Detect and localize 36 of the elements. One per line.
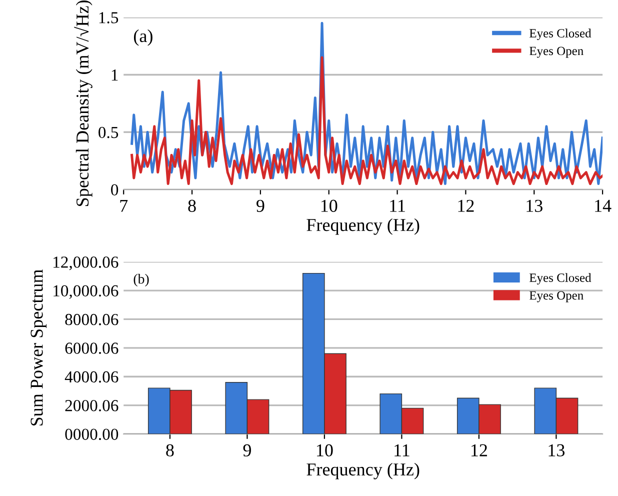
- x-tick-label: 10: [317, 444, 333, 456]
- x-tick-label: 14: [595, 200, 612, 212]
- y-axis-title: Spectral Deansity (mV/√Hz): [74, 0, 92, 206]
- y-tick-label: 4000.06: [64, 371, 118, 383]
- x-tick-label: 13: [548, 444, 565, 456]
- x-tick-label: 9: [243, 444, 251, 456]
- legend-label: Eyes Closed: [530, 28, 592, 40]
- x-tick-label: 12: [472, 444, 487, 456]
- y-tick-label: 0: [111, 184, 118, 196]
- y-tick-label: 8000.06: [65, 314, 118, 326]
- x-tick-label: 11: [394, 444, 410, 456]
- x-axis-title: Frequency (Hz): [306, 462, 420, 480]
- legend-label: Eyes Closed: [530, 273, 592, 285]
- x-tick-label: 8: [188, 200, 196, 212]
- y-tick-label: 0.5: [98, 126, 118, 138]
- y-axis-title: Sum Power Spectrum: [30, 269, 47, 426]
- x-tick-label: 7: [120, 200, 128, 212]
- y-tick-label: 2000.06: [65, 400, 118, 412]
- y-tick-label: 1.5: [99, 12, 118, 24]
- y-tick-label: 0000.00: [65, 428, 118, 440]
- legend-label: Eyes Open: [530, 46, 584, 58]
- annotation: (b): [134, 274, 149, 286]
- x-tick-label: 8: [166, 444, 174, 456]
- line-series: [130, 56, 603, 186]
- annotation: (a): [134, 29, 152, 46]
- legend-label: Eyes Open: [530, 291, 584, 302]
- x-tick-label: 9: [256, 200, 264, 212]
- x-axis-title: Frequency (Hz): [306, 218, 420, 235]
- y-tick-label: 6000.06: [65, 342, 118, 354]
- x-tick-label: 10: [321, 200, 338, 212]
- x-tick-label: 12: [458, 200, 474, 212]
- y-tick-label: 1: [112, 70, 118, 81]
- x-tick-label: 11: [390, 200, 405, 212]
- x-tick-label: 13: [526, 200, 542, 212]
- y-tick-label: 10,000.06: [54, 285, 118, 299]
- y-tick-label: 12,000.06: [54, 256, 118, 270]
